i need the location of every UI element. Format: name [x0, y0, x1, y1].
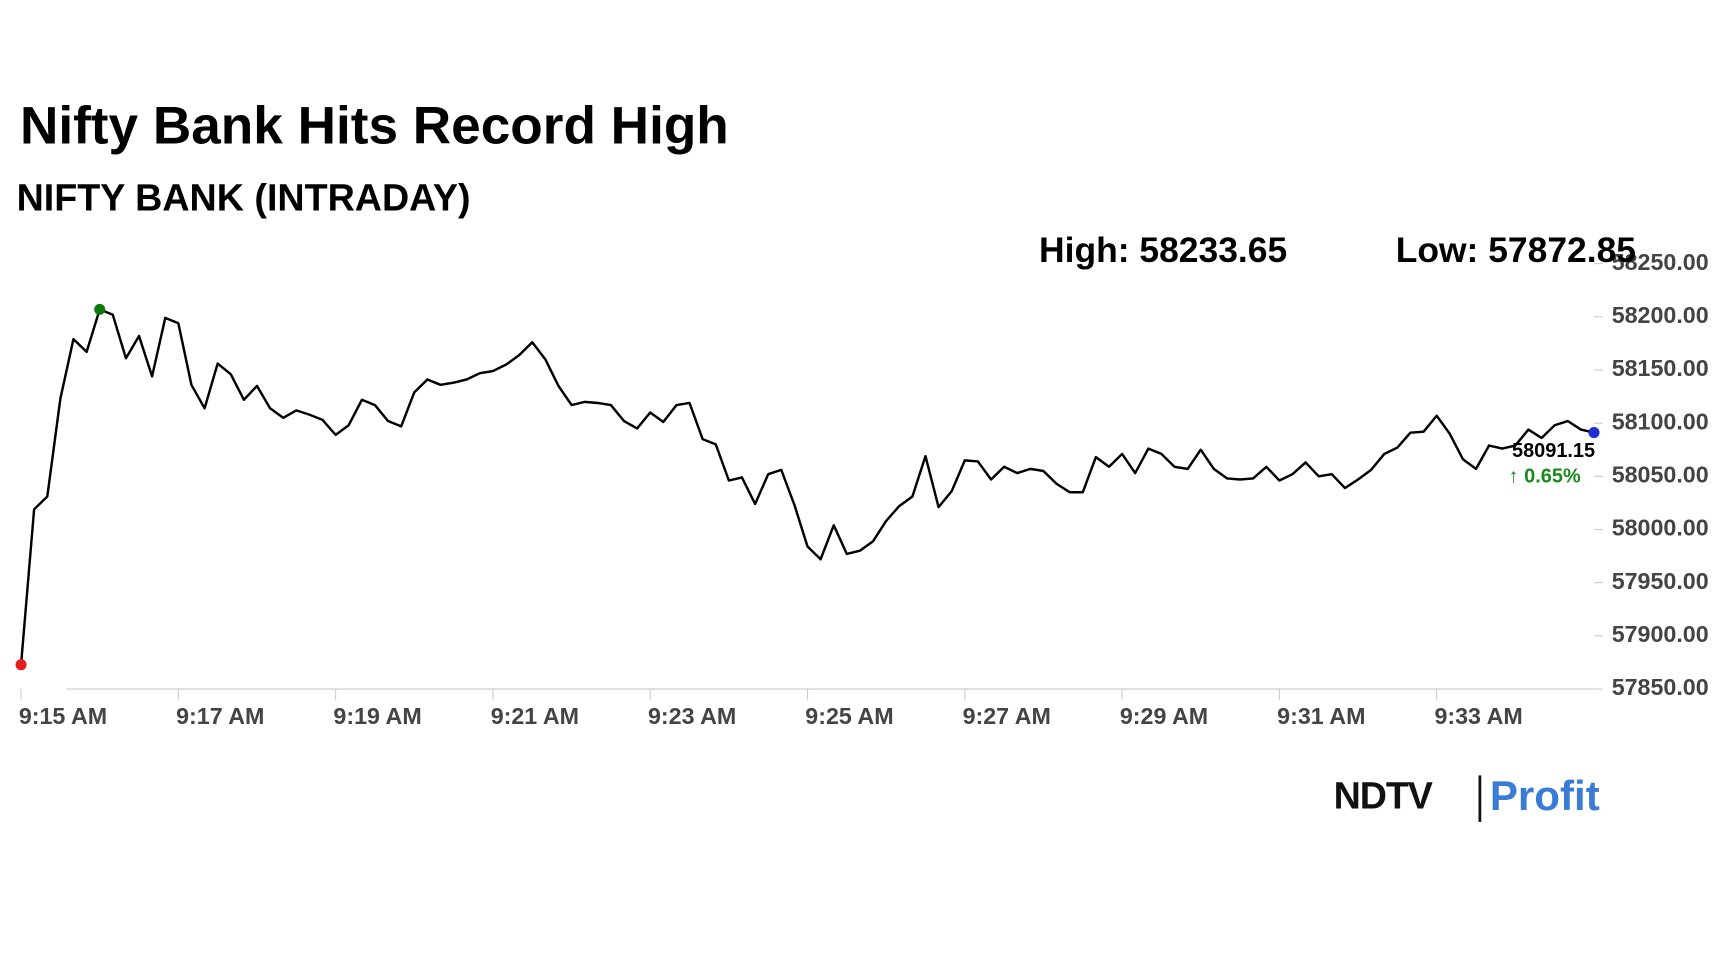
- x-tick-label: 9:29 AM: [1120, 703, 1208, 729]
- y-tick-label: 58050.00: [1612, 461, 1709, 487]
- x-tick-label: 9:27 AM: [963, 703, 1051, 729]
- high-marker: [94, 303, 106, 315]
- x-tick-label: 9:33 AM: [1434, 703, 1522, 729]
- x-tick-label: 9:17 AM: [176, 703, 264, 729]
- high-label: High: 58233.65: [1039, 230, 1287, 270]
- y-tick-label: 58150.00: [1612, 355, 1709, 381]
- x-tick-label: 9:21 AM: [491, 703, 579, 729]
- y-tick-label: 58200.00: [1612, 302, 1709, 328]
- brand-ndtv: NDTV: [1334, 775, 1433, 817]
- subtitle: NIFTY BANK (INTRADAY): [17, 176, 471, 218]
- x-tick-label: 9:15 AM: [19, 703, 107, 729]
- y-tick-label: 58250.00: [1612, 249, 1709, 275]
- x-tick-label: 9:31 AM: [1277, 703, 1365, 729]
- x-tick-label: 9:19 AM: [333, 703, 421, 729]
- x-tick-label: 9:23 AM: [648, 703, 736, 729]
- last-value: 58091.15: [1512, 440, 1595, 462]
- last-marker: [1588, 427, 1600, 439]
- plot-area: 57850.00 57900.00 57950.00 58000.00 58050.00…: [15, 249, 1709, 729]
- y-tick-label: 57950.00: [1612, 568, 1709, 594]
- y-tick-label: 58100.00: [1612, 408, 1709, 434]
- y-tick-label: 57850.00: [1612, 674, 1709, 700]
- title: Nifty Bank Hits Record High: [20, 97, 729, 156]
- y-tick-label: 58000.00: [1612, 515, 1709, 541]
- low-label: Low: 57872.85: [1396, 230, 1636, 270]
- brand-profit: Profit: [1490, 772, 1600, 819]
- y-tick-label: 57900.00: [1612, 621, 1709, 647]
- price-line: [19, 308, 1595, 665]
- low-marker: [15, 659, 27, 671]
- change: ↑ 0.65%: [1509, 466, 1581, 488]
- x-tick-label: 9:25 AM: [805, 703, 893, 729]
